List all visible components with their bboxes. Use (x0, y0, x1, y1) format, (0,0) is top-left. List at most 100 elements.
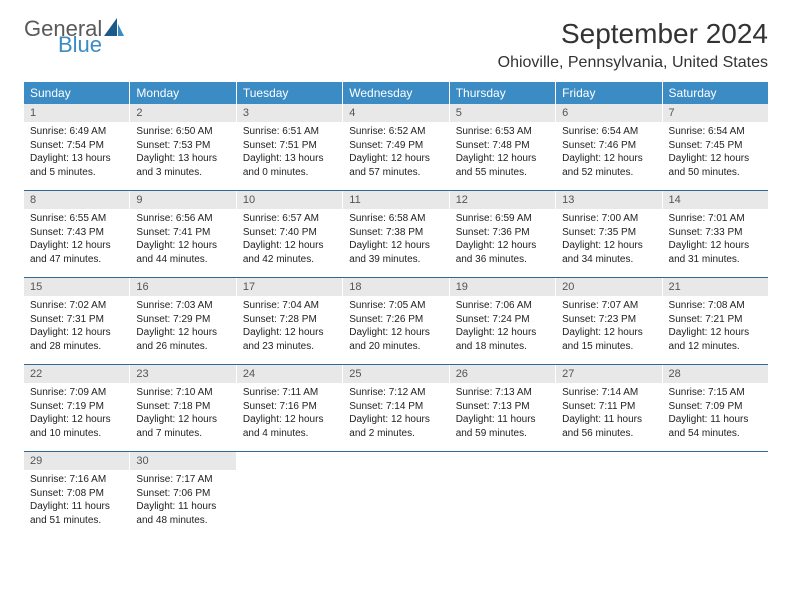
sunset-text: Sunset: 7:19 PM (30, 400, 123, 414)
daylight-text: Daylight: 13 hours and 3 minutes. (136, 152, 229, 179)
day-body: Sunrise: 7:14 AMSunset: 7:11 PMDaylight:… (556, 383, 661, 446)
day-body: Sunrise: 6:52 AMSunset: 7:49 PMDaylight:… (343, 122, 448, 185)
day-cell: 5Sunrise: 6:53 AMSunset: 7:48 PMDaylight… (450, 104, 556, 190)
day-number: 5 (450, 104, 555, 122)
daylight-text: Daylight: 12 hours and 42 minutes. (243, 239, 336, 266)
sunrise-text: Sunrise: 6:54 AM (562, 125, 655, 139)
day-number: 28 (663, 365, 768, 383)
sunrise-text: Sunrise: 6:49 AM (30, 125, 123, 139)
day-number: 30 (130, 452, 235, 470)
daylight-text: Daylight: 12 hours and 31 minutes. (669, 239, 762, 266)
day-number: 15 (24, 278, 129, 296)
day-cell (663, 452, 768, 538)
day-number: 13 (556, 191, 661, 209)
daylight-text: Daylight: 12 hours and 39 minutes. (349, 239, 442, 266)
daylight-text: Daylight: 12 hours and 47 minutes. (30, 239, 123, 266)
day-body: Sunrise: 7:05 AMSunset: 7:26 PMDaylight:… (343, 296, 448, 359)
sunrise-text: Sunrise: 6:51 AM (243, 125, 336, 139)
day-cell: 18Sunrise: 7:05 AMSunset: 7:26 PMDayligh… (343, 278, 449, 364)
day-body: Sunrise: 6:53 AMSunset: 7:48 PMDaylight:… (450, 122, 555, 185)
daylight-text: Daylight: 12 hours and 20 minutes. (349, 326, 442, 353)
day-number: 1 (24, 104, 129, 122)
sunset-text: Sunset: 7:48 PM (456, 139, 549, 153)
weekday-header: Thursday (450, 82, 556, 104)
week-row: 29Sunrise: 7:16 AMSunset: 7:08 PMDayligh… (24, 452, 768, 538)
sunrise-text: Sunrise: 7:07 AM (562, 299, 655, 313)
day-cell: 24Sunrise: 7:11 AMSunset: 7:16 PMDayligh… (237, 365, 343, 451)
sunrise-text: Sunrise: 6:57 AM (243, 212, 336, 226)
day-cell: 25Sunrise: 7:12 AMSunset: 7:14 PMDayligh… (343, 365, 449, 451)
day-cell: 9Sunrise: 6:56 AMSunset: 7:41 PMDaylight… (130, 191, 236, 277)
sunrise-text: Sunrise: 6:56 AM (136, 212, 229, 226)
day-cell (556, 452, 662, 538)
daylight-text: Daylight: 12 hours and 26 minutes. (136, 326, 229, 353)
sunrise-text: Sunrise: 7:16 AM (30, 473, 123, 487)
sunrise-text: Sunrise: 7:17 AM (136, 473, 229, 487)
daylight-text: Daylight: 12 hours and 52 minutes. (562, 152, 655, 179)
day-body: Sunrise: 6:54 AMSunset: 7:45 PMDaylight:… (663, 122, 768, 185)
week-row: 15Sunrise: 7:02 AMSunset: 7:31 PMDayligh… (24, 278, 768, 365)
sunset-text: Sunset: 7:06 PM (136, 487, 229, 501)
day-cell: 4Sunrise: 6:52 AMSunset: 7:49 PMDaylight… (343, 104, 449, 190)
daylight-text: Daylight: 11 hours and 48 minutes. (136, 500, 229, 527)
daylight-text: Daylight: 11 hours and 56 minutes. (562, 413, 655, 440)
sunrise-text: Sunrise: 7:09 AM (30, 386, 123, 400)
daylight-text: Daylight: 12 hours and 50 minutes. (669, 152, 762, 179)
day-number: 4 (343, 104, 448, 122)
daylight-text: Daylight: 12 hours and 7 minutes. (136, 413, 229, 440)
day-body: Sunrise: 7:02 AMSunset: 7:31 PMDaylight:… (24, 296, 129, 359)
day-cell: 6Sunrise: 6:54 AMSunset: 7:46 PMDaylight… (556, 104, 662, 190)
sunset-text: Sunset: 7:23 PM (562, 313, 655, 327)
sunrise-text: Sunrise: 6:52 AM (349, 125, 442, 139)
day-body: Sunrise: 6:54 AMSunset: 7:46 PMDaylight:… (556, 122, 661, 185)
header: General Blue September 2024 Ohioville, P… (24, 18, 768, 72)
sunset-text: Sunset: 7:54 PM (30, 139, 123, 153)
sunrise-text: Sunrise: 7:14 AM (562, 386, 655, 400)
day-cell: 17Sunrise: 7:04 AMSunset: 7:28 PMDayligh… (237, 278, 343, 364)
day-body: Sunrise: 7:03 AMSunset: 7:29 PMDaylight:… (130, 296, 235, 359)
day-number: 17 (237, 278, 342, 296)
weekday-header: Sunday (24, 82, 130, 104)
weekday-header: Tuesday (237, 82, 343, 104)
day-cell: 3Sunrise: 6:51 AMSunset: 7:51 PMDaylight… (237, 104, 343, 190)
logo-text-blue: Blue (58, 34, 124, 56)
sunrise-text: Sunrise: 7:03 AM (136, 299, 229, 313)
day-cell: 10Sunrise: 6:57 AMSunset: 7:40 PMDayligh… (237, 191, 343, 277)
week-row: 8Sunrise: 6:55 AMSunset: 7:43 PMDaylight… (24, 191, 768, 278)
sunrise-text: Sunrise: 7:10 AM (136, 386, 229, 400)
day-cell: 26Sunrise: 7:13 AMSunset: 7:13 PMDayligh… (450, 365, 556, 451)
sunset-text: Sunset: 7:21 PM (669, 313, 762, 327)
day-cell: 11Sunrise: 6:58 AMSunset: 7:38 PMDayligh… (343, 191, 449, 277)
sunset-text: Sunset: 7:24 PM (456, 313, 549, 327)
day-number: 22 (24, 365, 129, 383)
day-body: Sunrise: 7:01 AMSunset: 7:33 PMDaylight:… (663, 209, 768, 272)
daylight-text: Daylight: 12 hours and 2 minutes. (349, 413, 442, 440)
day-cell: 19Sunrise: 7:06 AMSunset: 7:24 PMDayligh… (450, 278, 556, 364)
sunset-text: Sunset: 7:28 PM (243, 313, 336, 327)
sunset-text: Sunset: 7:51 PM (243, 139, 336, 153)
day-cell: 27Sunrise: 7:14 AMSunset: 7:11 PMDayligh… (556, 365, 662, 451)
sunset-text: Sunset: 7:46 PM (562, 139, 655, 153)
day-number: 27 (556, 365, 661, 383)
day-cell: 2Sunrise: 6:50 AMSunset: 7:53 PMDaylight… (130, 104, 236, 190)
daylight-text: Daylight: 12 hours and 28 minutes. (30, 326, 123, 353)
day-body: Sunrise: 7:08 AMSunset: 7:21 PMDaylight:… (663, 296, 768, 359)
day-number: 24 (237, 365, 342, 383)
daylight-text: Daylight: 11 hours and 54 minutes. (669, 413, 762, 440)
sunset-text: Sunset: 7:33 PM (669, 226, 762, 240)
day-number: 25 (343, 365, 448, 383)
daylight-text: Daylight: 11 hours and 51 minutes. (30, 500, 123, 527)
day-cell: 1Sunrise: 6:49 AMSunset: 7:54 PMDaylight… (24, 104, 130, 190)
day-number: 16 (130, 278, 235, 296)
daylight-text: Daylight: 12 hours and 34 minutes. (562, 239, 655, 266)
day-number: 8 (24, 191, 129, 209)
day-cell: 14Sunrise: 7:01 AMSunset: 7:33 PMDayligh… (663, 191, 768, 277)
daylight-text: Daylight: 13 hours and 0 minutes. (243, 152, 336, 179)
sunrise-text: Sunrise: 6:58 AM (349, 212, 442, 226)
day-body: Sunrise: 7:16 AMSunset: 7:08 PMDaylight:… (24, 470, 129, 533)
daylight-text: Daylight: 12 hours and 23 minutes. (243, 326, 336, 353)
daylight-text: Daylight: 12 hours and 18 minutes. (456, 326, 549, 353)
daylight-text: Daylight: 12 hours and 10 minutes. (30, 413, 123, 440)
sunrise-text: Sunrise: 7:08 AM (669, 299, 762, 313)
daylight-text: Daylight: 12 hours and 15 minutes. (562, 326, 655, 353)
